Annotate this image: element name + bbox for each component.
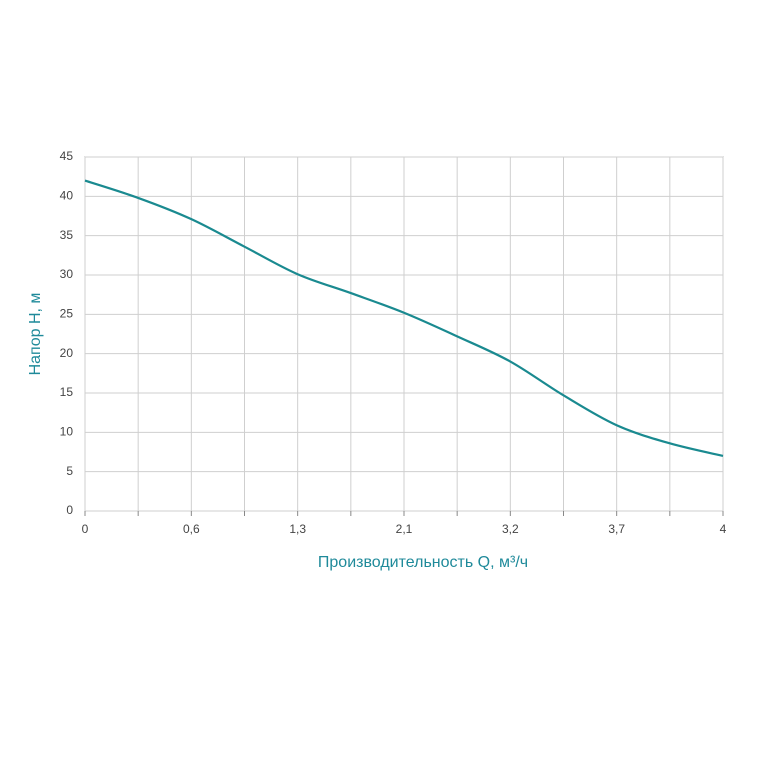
x-axis-title: Производительность Q, м³/ч	[318, 554, 528, 571]
x-tick-label: 0,6	[183, 522, 200, 536]
y-tick-label: 15	[60, 385, 74, 399]
x-tick-label: 3,2	[502, 522, 519, 536]
y-tick-label: 45	[60, 149, 74, 163]
x-tick-label: 2,1	[396, 522, 413, 536]
line-series	[84, 179, 724, 458]
y-tick-label: 25	[60, 307, 74, 321]
y-tick-label: 10	[60, 425, 74, 439]
x-tick-label: 0	[82, 522, 89, 536]
y-tick-label: 20	[60, 346, 74, 360]
x-tick-label: 3,7	[608, 522, 625, 536]
y-tick-label: 0	[66, 503, 73, 517]
y-axis-title: Напор Н, м	[27, 293, 44, 376]
y-tick-label: 40	[60, 189, 74, 203]
y-tick-label: 30	[60, 267, 74, 281]
y-tick-label: 5	[66, 464, 73, 478]
y-tick-label: 35	[60, 228, 74, 242]
x-tick-label: 4	[720, 522, 727, 536]
x-tick-label: 1,3	[289, 522, 306, 536]
